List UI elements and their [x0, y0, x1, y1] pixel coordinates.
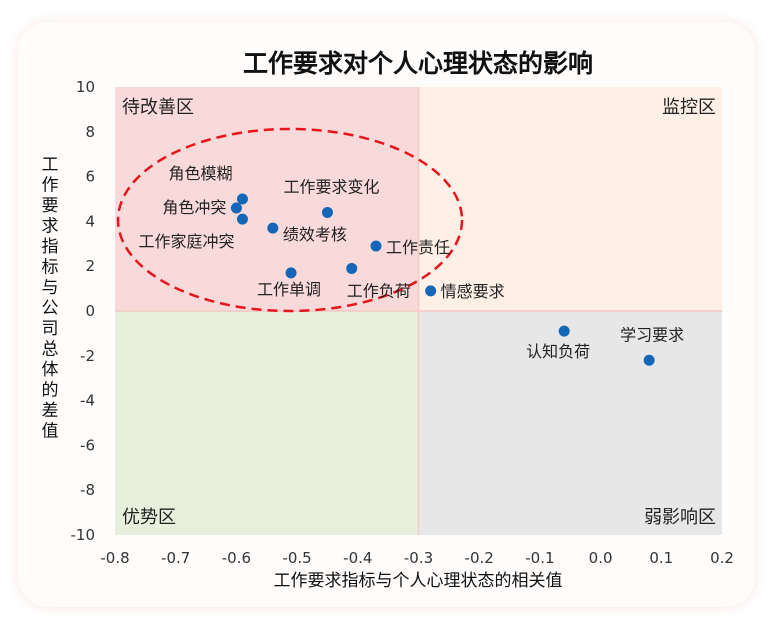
y-tick-label: -8: [80, 481, 95, 499]
quadrant-top-right: [418, 87, 722, 311]
data-point-label: 角色冲突: [162, 198, 226, 217]
data-point-label: 情感要求: [441, 282, 505, 301]
highlight-ellipse-layer: [116, 127, 464, 313]
chart-title: 工作要求对个人心理状态的影响: [243, 49, 593, 78]
quadrant-backgrounds: [115, 87, 722, 535]
y-tick-label: 4: [85, 212, 95, 230]
data-points: [230, 193, 655, 366]
data-point-label: 工作要求变化: [283, 177, 379, 196]
x-tick-label: 0.1: [649, 549, 673, 567]
quadrant-label-bottom-right: 弱影响区: [644, 507, 716, 528]
x-tick-label: -0.8: [100, 549, 129, 567]
data-point-label: 工作负荷: [347, 281, 411, 300]
data-point: [321, 206, 333, 218]
y-tick-label: -6: [80, 436, 95, 454]
y-axis-ticks: 10 8 6 4 2 0 -2 -4 -6 -8 -10: [71, 78, 96, 544]
y-tick-label: -4: [80, 392, 95, 410]
data-point-label: 工作单调: [257, 280, 321, 299]
data-point: [285, 267, 297, 279]
quadrant-label-top-left: 待改善区: [122, 97, 194, 118]
data-point: [236, 213, 248, 225]
data-point: [370, 240, 382, 252]
quadrant-bottom-left: [115, 311, 419, 535]
quadrant-label-bottom-left: 优势区: [122, 507, 176, 528]
y-tick-label: -2: [80, 347, 95, 365]
y-tick-label: 10: [76, 78, 95, 96]
x-tick-label: -0.2: [465, 549, 494, 567]
x-tick-label: -0.4: [343, 549, 372, 567]
x-axis-ticks: -0.8 -0.7 -0.6 -0.5 -0.4 -0.3 -0.2 -0.1 0.0 0.1 0.…: [100, 549, 734, 567]
data-point-label: 工作家庭冲突: [138, 232, 234, 251]
y-axis-title: 工作要求指标与公司总体的差值: [42, 155, 59, 442]
data-point-label: 角色模糊: [168, 164, 232, 183]
highlight-ellipse: [116, 127, 464, 313]
x-tick-label: -0.3: [404, 549, 433, 567]
data-point: [643, 354, 655, 366]
x-tick-label: 0.0: [589, 549, 613, 567]
quadrant-bottom-right: [418, 311, 722, 535]
x-tick-label: -0.5: [282, 549, 311, 567]
data-point: [558, 325, 570, 337]
x-tick-label: -0.6: [222, 549, 251, 567]
x-tick-label: 0.2: [710, 549, 734, 567]
y-tick-label: 6: [85, 168, 95, 186]
x-tick-label: -0.1: [525, 549, 554, 567]
data-point: [346, 262, 358, 274]
data-point-label: 认知负荷: [526, 342, 590, 361]
y-tick-label: 0: [85, 302, 95, 320]
quadrant-dividers: [115, 87, 722, 535]
x-axis-title: 工作要求指标与个人心理状态的相关值: [274, 571, 563, 591]
y-tick-label: 8: [85, 123, 95, 141]
data-point: [425, 285, 437, 297]
x-tick-label: -0.7: [161, 549, 190, 567]
data-point-label: 绩效考核: [283, 225, 347, 244]
data-point-label: 工作责任: [386, 238, 450, 257]
data-point: [236, 193, 248, 205]
data-point-label: 学习要求: [620, 325, 684, 344]
data-point: [267, 222, 279, 234]
quadrant-top-left: [115, 87, 419, 311]
data-point: [230, 202, 242, 214]
quadrant-label-top-right: 监控区: [662, 97, 716, 118]
y-tick-label: 2: [85, 257, 95, 275]
y-tick-label: -10: [71, 526, 96, 544]
